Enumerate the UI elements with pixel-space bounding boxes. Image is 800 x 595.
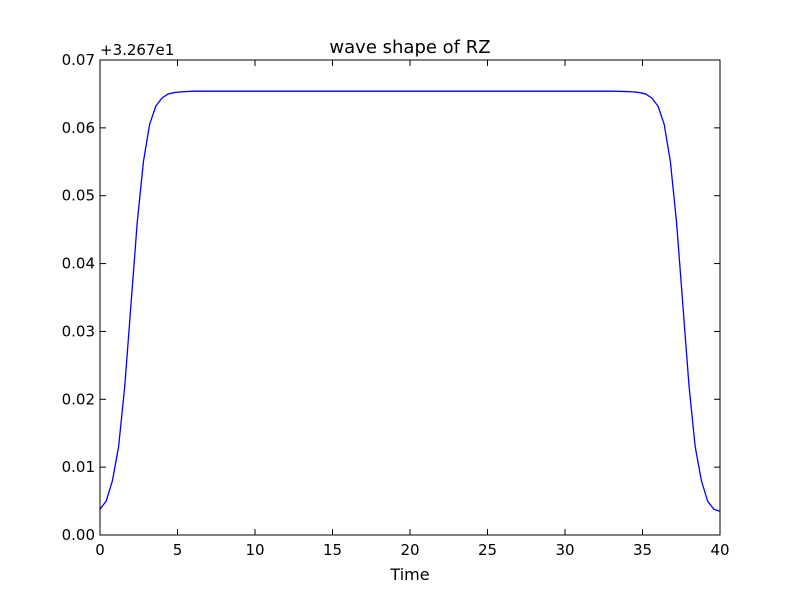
x-tick-label: 5 [173, 541, 183, 559]
y-tick-label: 0.04 [62, 255, 95, 273]
x-tick-label: 10 [245, 541, 264, 559]
y-axis-ticks: 0.00 0.01 0.02 0.03 0.04 0.05 0.06 0.07 [62, 51, 720, 544]
x-axis-label: Time [389, 565, 429, 584]
x-tick-label: 35 [633, 541, 652, 559]
x-tick-label: 30 [555, 541, 574, 559]
x-tick-label: 0 [95, 541, 105, 559]
y-tick-label: 0.05 [62, 187, 95, 205]
y-tick-label: 0.03 [62, 322, 95, 340]
x-tick-label: 20 [400, 541, 419, 559]
y-tick-label: 0.01 [62, 458, 95, 476]
x-tick-label: 25 [478, 541, 497, 559]
x-tick-label: 40 [710, 541, 729, 559]
y-tick-label: 0.02 [62, 390, 95, 408]
y-axis-offset-label: +3.267e1 [100, 41, 174, 59]
plot-frame [99, 59, 721, 536]
x-tick-label: 15 [323, 541, 342, 559]
y-tick-label: 0.00 [62, 526, 95, 544]
series-layer [99, 90, 721, 512]
y-tick-label: 0.07 [62, 51, 95, 69]
y-tick-label: 0.06 [62, 119, 95, 137]
series-line [99, 90, 721, 512]
chart-title: wave shape of RZ [329, 37, 490, 58]
x-axis-ticks: 0 5 10 15 20 25 30 35 40 [95, 60, 730, 559]
